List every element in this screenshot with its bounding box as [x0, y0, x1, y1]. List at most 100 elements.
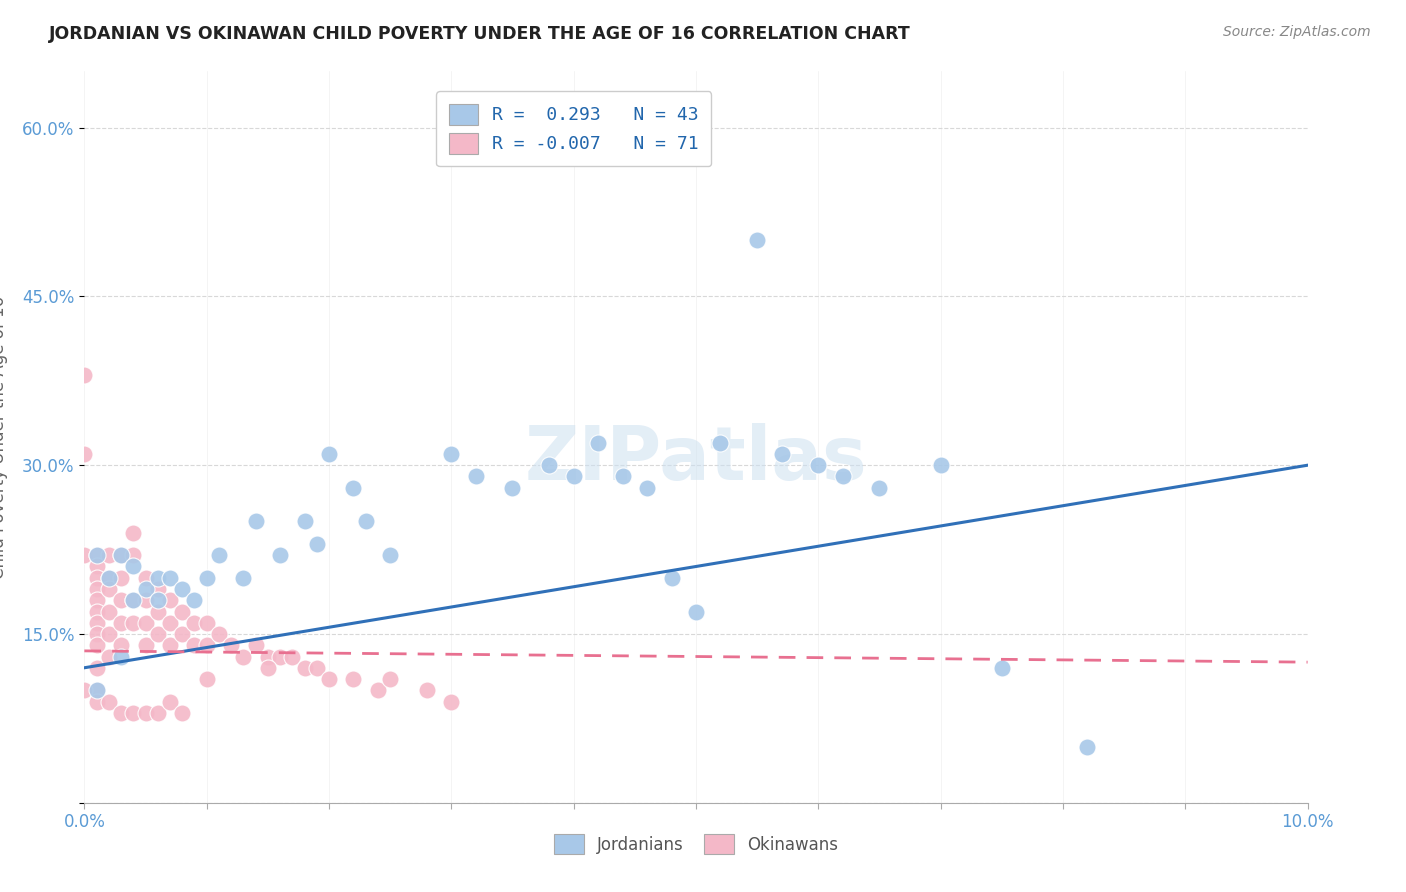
- Point: [110, 593, 132, 607]
- Point: [294, 515, 316, 529]
- Point: [135, 615, 157, 630]
- Point: [257, 649, 280, 664]
- Point: [747, 233, 769, 247]
- Point: [1076, 739, 1098, 754]
- Point: [831, 469, 853, 483]
- Point: [305, 661, 328, 675]
- Point: [502, 481, 524, 495]
- Point: [86, 683, 108, 698]
- Point: [159, 615, 181, 630]
- Point: [86, 627, 108, 641]
- Point: [73, 683, 96, 698]
- Point: [97, 627, 120, 641]
- Point: [73, 447, 96, 461]
- Point: [464, 469, 486, 483]
- Point: [172, 627, 194, 641]
- Point: [73, 368, 96, 383]
- Point: [159, 593, 181, 607]
- Point: [97, 649, 120, 664]
- Point: [159, 571, 181, 585]
- Point: [97, 694, 120, 708]
- Point: [929, 458, 952, 473]
- Point: [86, 661, 108, 675]
- Point: [110, 706, 132, 720]
- Point: [172, 706, 194, 720]
- Point: [195, 615, 218, 630]
- Point: [661, 571, 683, 585]
- Point: [416, 683, 439, 698]
- Point: [110, 615, 132, 630]
- Point: [294, 661, 316, 675]
- Point: [135, 582, 157, 596]
- Point: [135, 706, 157, 720]
- Point: [612, 469, 634, 483]
- Point: [122, 593, 145, 607]
- Point: [159, 694, 181, 708]
- Point: [380, 548, 402, 562]
- Y-axis label: Child Poverty Under the Age of 16: Child Poverty Under the Age of 16: [0, 295, 8, 579]
- Point: [232, 649, 254, 664]
- Point: [380, 672, 402, 686]
- Text: Source: ZipAtlas.com: Source: ZipAtlas.com: [1223, 25, 1371, 39]
- Point: [135, 638, 157, 652]
- Point: [342, 481, 364, 495]
- Legend: Jordanians, Okinawans: Jordanians, Okinawans: [547, 828, 845, 860]
- Point: [146, 605, 169, 619]
- Point: [869, 481, 891, 495]
- Point: [183, 638, 205, 652]
- Point: [354, 515, 377, 529]
- Point: [146, 706, 169, 720]
- Point: [807, 458, 830, 473]
- Point: [86, 615, 108, 630]
- Point: [110, 649, 132, 664]
- Point: [318, 447, 340, 461]
- Point: [245, 638, 267, 652]
- Point: [440, 694, 463, 708]
- Text: JORDANIAN VS OKINAWAN CHILD POVERTY UNDER THE AGE OF 16 CORRELATION CHART: JORDANIAN VS OKINAWAN CHILD POVERTY UNDE…: [49, 25, 911, 43]
- Point: [135, 571, 157, 585]
- Point: [208, 548, 231, 562]
- Point: [146, 593, 169, 607]
- Point: [97, 582, 120, 596]
- Point: [110, 548, 132, 562]
- Point: [122, 559, 145, 574]
- Point: [281, 649, 304, 664]
- Text: ZIPatlas: ZIPatlas: [524, 423, 868, 496]
- Point: [86, 638, 108, 652]
- Point: [146, 582, 169, 596]
- Point: [122, 615, 145, 630]
- Point: [305, 537, 328, 551]
- Point: [86, 694, 108, 708]
- Point: [586, 435, 609, 450]
- Point: [86, 559, 108, 574]
- Point: [991, 661, 1014, 675]
- Point: [232, 571, 254, 585]
- Point: [122, 706, 145, 720]
- Point: [219, 638, 242, 652]
- Point: [342, 672, 364, 686]
- Point: [73, 548, 96, 562]
- Point: [245, 515, 267, 529]
- Point: [195, 571, 218, 585]
- Point: [146, 571, 169, 585]
- Point: [183, 615, 205, 630]
- Point: [172, 605, 194, 619]
- Point: [122, 548, 145, 562]
- Point: [110, 638, 132, 652]
- Point: [97, 571, 120, 585]
- Point: [159, 638, 181, 652]
- Point: [86, 605, 108, 619]
- Point: [172, 582, 194, 596]
- Point: [195, 672, 218, 686]
- Point: [208, 627, 231, 641]
- Point: [135, 593, 157, 607]
- Point: [97, 605, 120, 619]
- Point: [195, 638, 218, 652]
- Point: [183, 593, 205, 607]
- Point: [122, 525, 145, 540]
- Point: [86, 571, 108, 585]
- Point: [562, 469, 585, 483]
- Point: [257, 661, 280, 675]
- Point: [636, 481, 658, 495]
- Point: [86, 593, 108, 607]
